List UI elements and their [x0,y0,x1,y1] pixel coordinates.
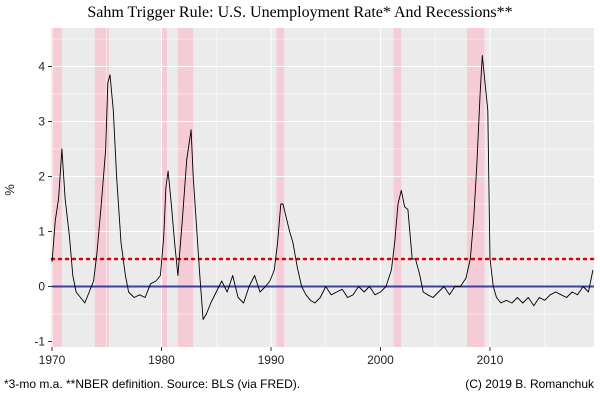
y-tick-label: 0 [38,280,45,294]
caption-source: *3-mo m.a. **NBER definition. Source: BL… [4,377,300,391]
y-tick-label: 3 [38,115,45,129]
recession-band [276,28,285,347]
y-tick-label: -1 [34,335,45,349]
recession-band [177,28,194,347]
series-line [51,55,594,320]
x-tick-label: 2010 [477,353,504,367]
x-axis-ticks: 1970 1980 1990 2000 2010 [39,347,504,367]
y-axis-label: % [2,184,17,196]
y-tick-label: 1 [38,225,45,239]
y-tick-label: 2 [38,170,45,184]
chart-title: Sahm Trigger Rule: U.S. Unemployment Rat… [87,4,512,21]
x-tick-label: 1990 [258,353,285,367]
recession-band [161,28,167,347]
recession-band [393,28,402,347]
x-tick-label: 1980 [148,353,175,367]
recession-band [94,28,109,347]
x-tick-label: 2000 [367,353,394,367]
recession-bands [50,28,485,347]
plot-panel [52,28,594,347]
caption-copyright: (C) 2019 B. Romanchuk [465,377,595,391]
x-tick-label: 1970 [39,353,66,367]
y-tick-label: 4 [38,60,45,74]
series-layer [51,55,594,320]
grid-lines [51,28,594,347]
reference-lines [50,257,596,288]
recession-band [50,28,62,347]
y-axis-ticks: -1 0 1 2 3 4 [34,60,52,349]
plot-area [50,28,596,347]
